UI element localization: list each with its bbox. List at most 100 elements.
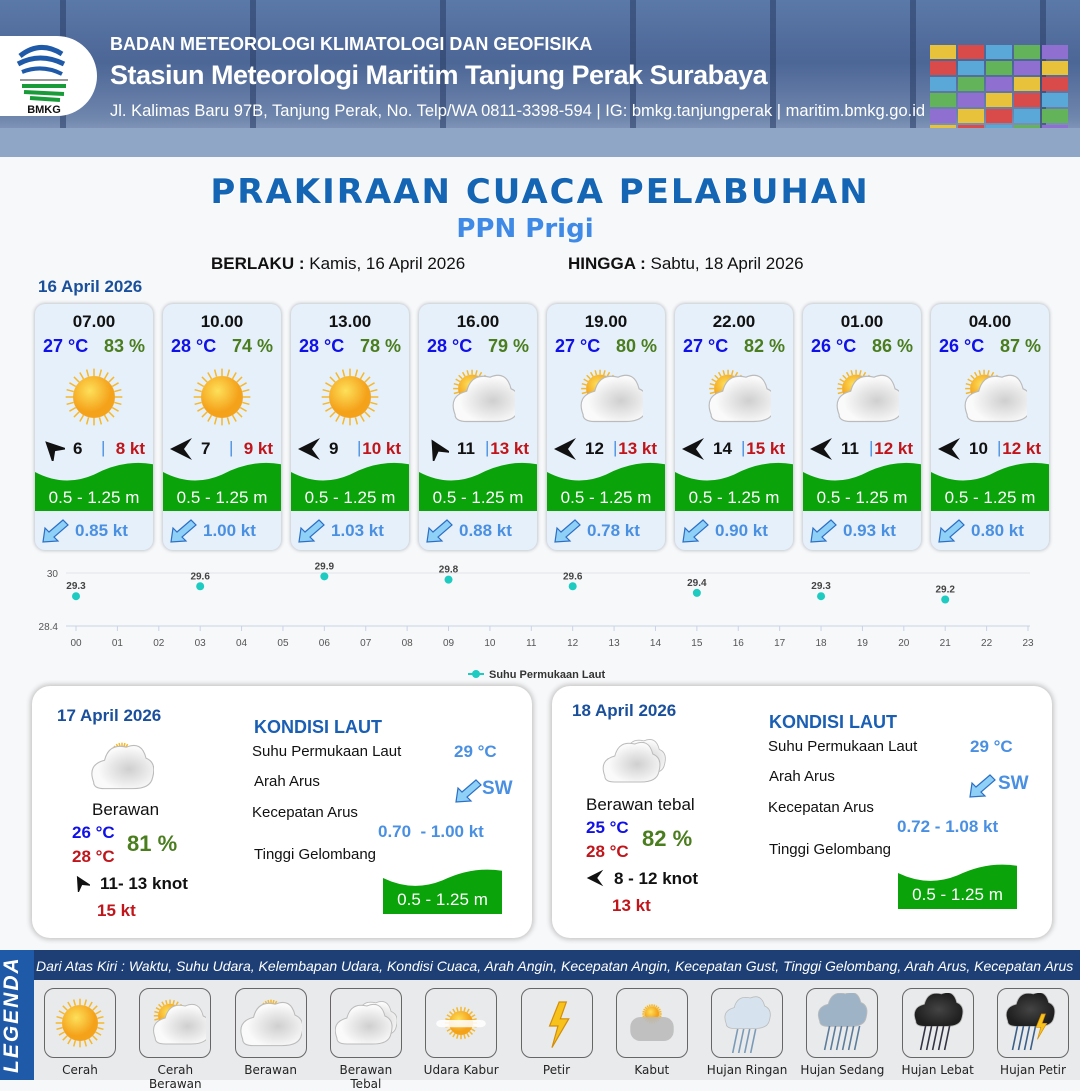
humidity: 80 % bbox=[615, 336, 657, 356]
sea-condition-title: KONDISI LAUT bbox=[254, 717, 382, 737]
wind-direction-icon bbox=[586, 869, 604, 892]
data-point bbox=[72, 592, 80, 601]
legend-item: Hujan Lebat bbox=[895, 988, 981, 1077]
cerah-berawan-icon bbox=[139, 988, 212, 1058]
air-temperature: 27 °C bbox=[555, 336, 601, 356]
wind-direction-icon bbox=[425, 437, 453, 465]
wave-icon bbox=[675, 459, 793, 511]
legend-label: Hujan Sedang bbox=[800, 1063, 885, 1077]
current-speed: 1.00 kt bbox=[203, 521, 256, 540]
legend-item: Berawan bbox=[228, 988, 314, 1077]
berawan-icon bbox=[234, 988, 307, 1058]
wave-height: 0.5 - 1.25 m bbox=[48, 488, 140, 507]
wind-info: 11 | 12 kt bbox=[807, 437, 917, 461]
x-tick-label: 11 bbox=[526, 638, 537, 649]
separator: | bbox=[485, 438, 490, 457]
separator: | bbox=[741, 438, 746, 457]
current-info: 0.85 kt bbox=[41, 518, 151, 544]
wind-info: 7 | 9 kt bbox=[167, 437, 277, 461]
wind-direction-icon bbox=[169, 437, 193, 461]
berawan-weather-icon bbox=[90, 736, 155, 801]
cerah-berawan-weather-icon bbox=[441, 362, 520, 432]
valid-from: BERLAKU : Kamis, 16 April 2026 bbox=[211, 254, 466, 273]
air-temperature: 26 °C bbox=[811, 336, 857, 356]
cerah-berawan-weather-icon bbox=[953, 362, 1032, 432]
x-tick-label: 23 bbox=[1022, 638, 1034, 649]
wind-gust: 15 kt bbox=[746, 439, 785, 458]
day-panel-18: 18 April 2026 Berawan tebal 25 °C 28 °C … bbox=[552, 686, 1052, 938]
hujan-petir-icon bbox=[997, 988, 1069, 1058]
humidity: 78 % bbox=[359, 336, 401, 356]
panel-date: 18 April 2026 bbox=[572, 701, 677, 720]
humidity: 82 % bbox=[642, 826, 693, 851]
separator: | bbox=[229, 438, 234, 457]
wind-speed: 10 bbox=[969, 439, 988, 458]
wind-speed: 11 bbox=[841, 439, 859, 458]
wind-gust: 13 kt bbox=[490, 439, 529, 458]
weather-condition: Berawan tebal bbox=[586, 795, 695, 814]
wind-speed: 9 bbox=[329, 439, 339, 458]
wind-gust: 13 kt bbox=[618, 439, 657, 458]
cerah-berawan-weather-icon bbox=[569, 362, 648, 432]
data-point bbox=[444, 575, 453, 584]
wind-direction-icon bbox=[681, 437, 705, 461]
humidity: 87 % bbox=[999, 336, 1041, 356]
x-tick-label: 04 bbox=[236, 638, 248, 649]
data-point bbox=[320, 572, 329, 581]
x-tick-label: 14 bbox=[650, 638, 662, 649]
sea-condition-title: KONDISI LAUT bbox=[769, 712, 897, 732]
wind-speed: 12 bbox=[585, 439, 604, 458]
udara-kabur-icon bbox=[425, 988, 498, 1058]
data-label: 29.9 bbox=[315, 561, 335, 572]
wind-direction-icon bbox=[553, 437, 577, 461]
wave-icon bbox=[291, 459, 409, 511]
wave-height: 0.5 - 1.25 m bbox=[560, 488, 652, 507]
x-tick-label: 10 bbox=[484, 638, 496, 649]
x-tick-label: 08 bbox=[402, 638, 414, 649]
x-tick-label: 16 bbox=[733, 638, 745, 649]
air-temperature: 27 °C bbox=[43, 336, 89, 356]
wind-info: 9 | 10 kt bbox=[295, 437, 405, 461]
current-speed: 0.70 - 1.00 kt bbox=[378, 822, 484, 841]
berawan-tebal-icon bbox=[329, 988, 402, 1058]
legend-description: Dari Atas Kiri : Waktu, Suhu Udara, Kele… bbox=[36, 958, 1074, 974]
legend-item: Petir bbox=[514, 988, 600, 1077]
wind-gust: 10 kt bbox=[362, 439, 401, 458]
x-tick-label: 21 bbox=[940, 638, 952, 649]
wave-height-label: Tinggi Gelombang bbox=[769, 841, 892, 858]
humidity: 79 % bbox=[487, 336, 529, 356]
current-speed: 1.03 kt bbox=[331, 521, 384, 540]
wind-speed: 14 bbox=[713, 439, 732, 458]
wind-gust: 9 kt bbox=[243, 439, 273, 458]
legend-item: Cerah Berawan bbox=[132, 988, 218, 1091]
data-point bbox=[196, 582, 205, 591]
cerah-weather-icon bbox=[313, 362, 387, 432]
legend-label: Berawan bbox=[244, 1063, 297, 1077]
forecast-time: 10.00 bbox=[200, 312, 244, 331]
wind-speed: 11- 13 knot bbox=[100, 874, 188, 893]
petir-icon bbox=[520, 988, 593, 1058]
min-temperature: 26 °C bbox=[72, 823, 115, 842]
data-label: 29.3 bbox=[811, 581, 831, 592]
humidity: 83 % bbox=[103, 336, 145, 356]
current-info: 0.80 kt bbox=[937, 518, 1047, 544]
max-temperature: 28 °C bbox=[72, 847, 115, 866]
x-tick-label: 13 bbox=[609, 638, 621, 649]
wind-gust: 12 kt bbox=[874, 439, 913, 458]
x-tick-label: 00 bbox=[70, 638, 82, 649]
wind-gust: 13 kt bbox=[612, 896, 651, 915]
wind-direction-icon bbox=[809, 437, 833, 461]
forecast-card: 10.00 28 °C 74 % 7 | 9 kt 0.5 - 1.25 m 1.… bbox=[163, 304, 281, 550]
wave-height-label: Tinggi Gelombang bbox=[254, 846, 377, 863]
sst-value: 29 °C bbox=[970, 737, 1013, 756]
current-info: 1.03 kt bbox=[297, 518, 407, 544]
current-speed: 0.85 kt bbox=[75, 521, 128, 540]
berawan-tebal-weather-icon bbox=[602, 731, 666, 796]
wave-icon bbox=[35, 459, 153, 511]
data-label: 29.4 bbox=[687, 578, 707, 589]
wind-speed: 11 bbox=[457, 439, 475, 458]
legend-label: Hujan Petir bbox=[1000, 1063, 1066, 1077]
legend-item: Udara Kabur bbox=[418, 988, 504, 1077]
wave-height: 0.5 - 1.25 m bbox=[397, 890, 488, 909]
data-label: 29.6 bbox=[190, 571, 210, 582]
